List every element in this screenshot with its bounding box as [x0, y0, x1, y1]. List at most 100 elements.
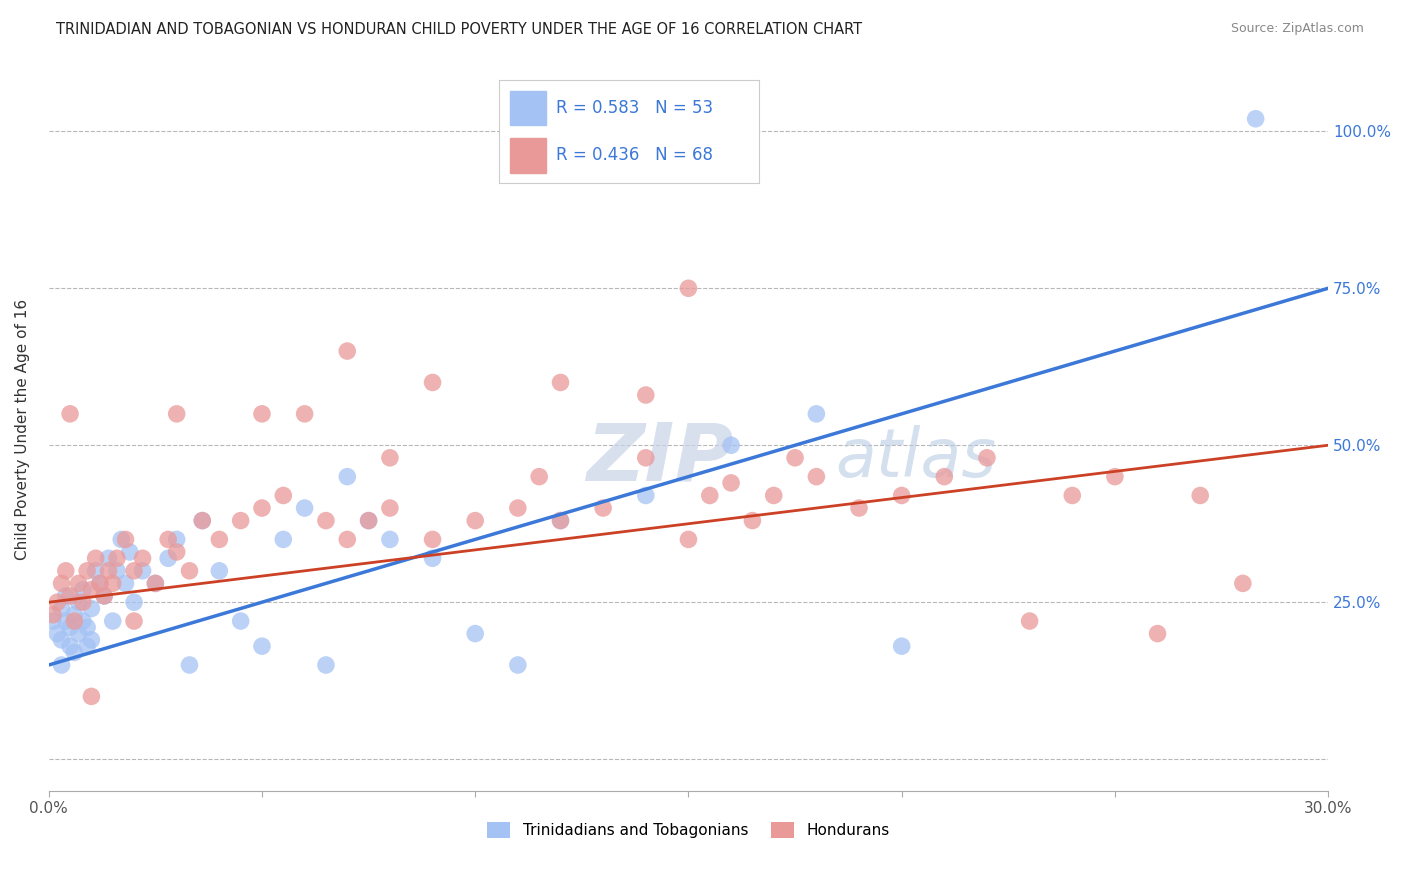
Point — [42, 607, 65, 622]
Point — [592, 501, 614, 516]
Point — [720, 438, 742, 452]
Point — [67, 595, 90, 609]
Point — [122, 614, 145, 628]
Point — [678, 533, 700, 547]
Point — [208, 533, 231, 547]
Point — [378, 450, 401, 465]
Point — [59, 407, 82, 421]
Point — [72, 595, 94, 609]
Point — [762, 488, 785, 502]
Point — [1189, 488, 1212, 502]
Point — [166, 533, 188, 547]
Point — [699, 488, 721, 502]
Point — [63, 614, 86, 628]
Point — [105, 564, 128, 578]
Text: atlas: atlas — [835, 425, 997, 491]
Point — [97, 551, 120, 566]
Point — [166, 407, 188, 421]
Point — [1146, 626, 1168, 640]
Point — [506, 501, 529, 516]
Point — [848, 501, 870, 516]
Point — [145, 576, 167, 591]
Point — [336, 344, 359, 359]
Point — [122, 564, 145, 578]
FancyBboxPatch shape — [509, 137, 546, 173]
Point — [76, 639, 98, 653]
Text: R = 0.583   N = 53: R = 0.583 N = 53 — [557, 99, 713, 117]
Point — [93, 589, 115, 603]
Point — [51, 576, 73, 591]
Point — [84, 551, 107, 566]
Point — [208, 564, 231, 578]
Point — [122, 595, 145, 609]
Point — [378, 533, 401, 547]
Point — [422, 533, 444, 547]
Point — [422, 551, 444, 566]
Point — [1244, 112, 1267, 126]
Point — [890, 639, 912, 653]
Point — [1062, 488, 1084, 502]
Point — [51, 601, 73, 615]
Point — [357, 514, 380, 528]
Point — [1018, 614, 1040, 628]
Point — [783, 450, 806, 465]
Point — [72, 614, 94, 628]
Point — [80, 690, 103, 704]
Point — [1232, 576, 1254, 591]
Point — [315, 658, 337, 673]
Point — [720, 475, 742, 490]
Point — [42, 614, 65, 628]
Point — [976, 450, 998, 465]
Point — [294, 407, 316, 421]
Point — [741, 514, 763, 528]
Point — [145, 576, 167, 591]
Text: TRINIDADIAN AND TOBAGONIAN VS HONDURAN CHILD POVERTY UNDER THE AGE OF 16 CORRELA: TRINIDADIAN AND TOBAGONIAN VS HONDURAN C… — [56, 22, 862, 37]
Point — [46, 626, 69, 640]
Point — [191, 514, 214, 528]
Point — [271, 488, 294, 502]
Point — [806, 469, 828, 483]
Point — [63, 645, 86, 659]
Point — [250, 407, 273, 421]
Point — [179, 658, 201, 673]
Point — [105, 551, 128, 566]
Point — [51, 632, 73, 647]
Point — [157, 533, 180, 547]
Point — [464, 514, 486, 528]
Point — [59, 639, 82, 653]
Point — [93, 589, 115, 603]
Point — [464, 626, 486, 640]
Point — [101, 614, 124, 628]
Point — [46, 595, 69, 609]
Point — [550, 514, 572, 528]
Point — [357, 514, 380, 528]
Point — [934, 469, 956, 483]
Point — [80, 582, 103, 597]
Point — [336, 533, 359, 547]
Point — [67, 576, 90, 591]
Point — [191, 514, 214, 528]
Point — [229, 514, 252, 528]
Point — [250, 639, 273, 653]
Point — [97, 564, 120, 578]
Point — [80, 601, 103, 615]
Point — [806, 407, 828, 421]
Point — [550, 514, 572, 528]
Point — [634, 450, 657, 465]
Point — [101, 576, 124, 591]
Point — [550, 376, 572, 390]
Text: Source: ZipAtlas.com: Source: ZipAtlas.com — [1230, 22, 1364, 36]
Legend: Trinidadians and Tobagonians, Hondurans: Trinidadians and Tobagonians, Hondurans — [481, 816, 896, 845]
Point — [72, 582, 94, 597]
Point — [55, 564, 77, 578]
Point — [157, 551, 180, 566]
Point — [378, 501, 401, 516]
Point — [422, 376, 444, 390]
Point — [110, 533, 132, 547]
Point — [634, 388, 657, 402]
Point — [51, 658, 73, 673]
Point — [678, 281, 700, 295]
Point — [89, 576, 111, 591]
Point — [229, 614, 252, 628]
Point — [179, 564, 201, 578]
